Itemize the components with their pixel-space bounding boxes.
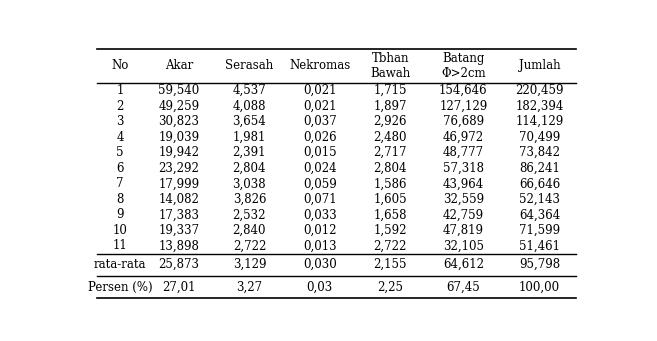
Text: 2,722: 2,722 — [233, 239, 266, 252]
Text: 23,292: 23,292 — [158, 162, 200, 175]
Text: 0,037: 0,037 — [303, 115, 336, 128]
Text: 49,259: 49,259 — [158, 100, 200, 113]
Text: 1,715: 1,715 — [373, 84, 407, 97]
Text: Serasah: Serasah — [225, 59, 273, 72]
Text: 1: 1 — [116, 84, 124, 97]
Text: 2,804: 2,804 — [373, 162, 407, 175]
Text: 59,540: 59,540 — [158, 84, 200, 97]
Text: 100,00: 100,00 — [519, 281, 560, 294]
Text: 5: 5 — [116, 146, 124, 159]
Text: 11: 11 — [112, 239, 127, 252]
Text: 3,129: 3,129 — [233, 258, 266, 271]
Text: 17,383: 17,383 — [158, 208, 200, 221]
Text: 2,480: 2,480 — [373, 131, 407, 144]
Text: 0,021: 0,021 — [303, 100, 336, 113]
Text: 2: 2 — [116, 100, 124, 113]
Text: 3,826: 3,826 — [233, 193, 266, 206]
Text: 48,777: 48,777 — [443, 146, 484, 159]
Text: 1,897: 1,897 — [373, 100, 407, 113]
Text: 2,804: 2,804 — [233, 162, 266, 175]
Text: 3,654: 3,654 — [233, 115, 266, 128]
Text: 0,071: 0,071 — [303, 193, 336, 206]
Text: 27,01: 27,01 — [162, 281, 196, 294]
Text: 2,532: 2,532 — [233, 208, 266, 221]
Text: 86,241: 86,241 — [519, 162, 560, 175]
Text: 67,45: 67,45 — [447, 281, 480, 294]
Text: 19,337: 19,337 — [158, 224, 200, 237]
Text: 1,981: 1,981 — [233, 131, 266, 144]
Text: 32,105: 32,105 — [443, 239, 484, 252]
Text: 8: 8 — [116, 193, 124, 206]
Text: 0,021: 0,021 — [303, 84, 336, 97]
Text: 9: 9 — [116, 208, 124, 221]
Text: 51,461: 51,461 — [519, 239, 560, 252]
Text: 2,722: 2,722 — [374, 239, 407, 252]
Text: 0,013: 0,013 — [303, 239, 336, 252]
Text: 2,840: 2,840 — [233, 224, 266, 237]
Text: 0,026: 0,026 — [303, 131, 336, 144]
Text: 14,082: 14,082 — [158, 193, 200, 206]
Text: 0,030: 0,030 — [303, 258, 336, 271]
Text: 182,394: 182,394 — [515, 100, 564, 113]
Text: 42,759: 42,759 — [443, 208, 484, 221]
Text: 73,842: 73,842 — [519, 146, 560, 159]
Text: 3: 3 — [116, 115, 124, 128]
Text: Persen (%): Persen (%) — [87, 281, 152, 294]
Text: 1,658: 1,658 — [373, 208, 407, 221]
Text: 4,088: 4,088 — [233, 100, 266, 113]
Text: 13,898: 13,898 — [158, 239, 200, 252]
Text: 43,964: 43,964 — [443, 177, 484, 190]
Text: 7: 7 — [116, 177, 124, 190]
Text: 114,129: 114,129 — [515, 115, 564, 128]
Text: 4,537: 4,537 — [233, 84, 266, 97]
Text: 2,25: 2,25 — [377, 281, 403, 294]
Text: 95,798: 95,798 — [519, 258, 560, 271]
Text: 154,646: 154,646 — [439, 84, 487, 97]
Text: 2,155: 2,155 — [373, 258, 407, 271]
Text: 1,586: 1,586 — [373, 177, 407, 190]
Text: 0,059: 0,059 — [303, 177, 336, 190]
Text: 0,012: 0,012 — [303, 224, 336, 237]
Text: 46,972: 46,972 — [443, 131, 484, 144]
Text: Batang
Φ>2cm: Batang Φ>2cm — [441, 52, 486, 80]
Text: 3,038: 3,038 — [233, 177, 266, 190]
Text: 57,318: 57,318 — [443, 162, 484, 175]
Text: 52,143: 52,143 — [519, 193, 560, 206]
Text: 220,459: 220,459 — [515, 84, 564, 97]
Text: 2,926: 2,926 — [373, 115, 407, 128]
Text: 127,129: 127,129 — [440, 100, 487, 113]
Text: 1,605: 1,605 — [373, 193, 407, 206]
Text: 1,592: 1,592 — [373, 224, 407, 237]
Text: 2,391: 2,391 — [233, 146, 266, 159]
Text: 0,033: 0,033 — [303, 208, 336, 221]
Text: No: No — [111, 59, 129, 72]
Text: 19,942: 19,942 — [158, 146, 200, 159]
Text: 4: 4 — [116, 131, 124, 144]
Text: 30,823: 30,823 — [158, 115, 200, 128]
Text: 19,039: 19,039 — [158, 131, 200, 144]
Text: 25,873: 25,873 — [158, 258, 200, 271]
Text: 64,612: 64,612 — [443, 258, 484, 271]
Text: 10: 10 — [112, 224, 127, 237]
Text: 0,024: 0,024 — [303, 162, 336, 175]
Text: 47,819: 47,819 — [443, 224, 484, 237]
Text: 70,499: 70,499 — [519, 131, 560, 144]
Text: Tbhan
Bawah: Tbhan Bawah — [370, 52, 411, 80]
Text: 76,689: 76,689 — [443, 115, 484, 128]
Text: 66,646: 66,646 — [519, 177, 560, 190]
Text: 64,364: 64,364 — [519, 208, 560, 221]
Text: 3,27: 3,27 — [237, 281, 263, 294]
Text: rata-rata: rata-rata — [94, 258, 146, 271]
Text: Akar: Akar — [165, 59, 193, 72]
Text: 0,015: 0,015 — [303, 146, 336, 159]
Text: 6: 6 — [116, 162, 124, 175]
Text: 2,717: 2,717 — [373, 146, 407, 159]
Text: Nekromas: Nekromas — [289, 59, 350, 72]
Text: 17,999: 17,999 — [158, 177, 200, 190]
Text: 71,599: 71,599 — [519, 224, 560, 237]
Text: 0,03: 0,03 — [307, 281, 333, 294]
Text: 32,559: 32,559 — [443, 193, 484, 206]
Text: Jumlah: Jumlah — [518, 59, 560, 72]
